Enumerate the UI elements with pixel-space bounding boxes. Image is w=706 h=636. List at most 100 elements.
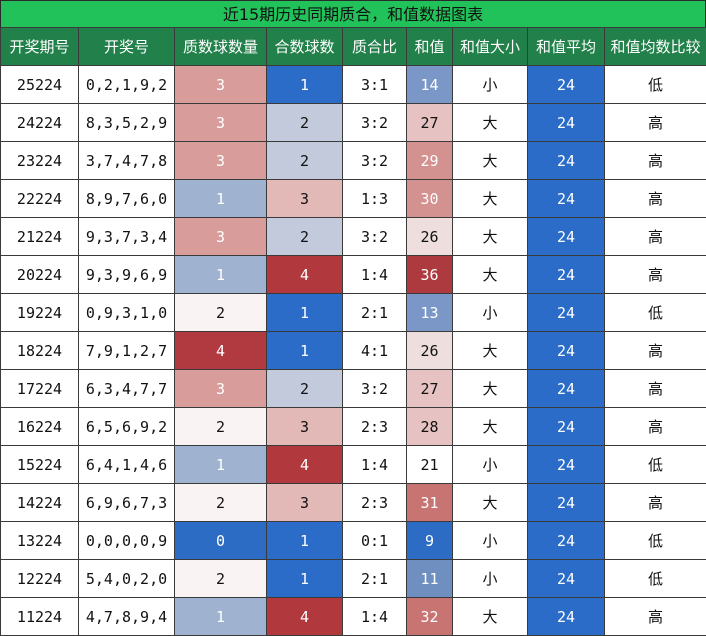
cell-ratio: 1:4	[342, 255, 407, 294]
cell-composite-count: 2	[266, 103, 343, 142]
cell-composite-count: 4	[266, 597, 343, 636]
table-row: 11224 4,7,8,9,4 1 4 1:4 32 大 24 高	[0, 597, 706, 636]
cell-ratio: 1:4	[342, 445, 407, 484]
cell-ratio: 2:3	[342, 483, 407, 522]
cell-sum: 13	[406, 293, 453, 332]
table-title: 近15期历史同期质合，和值数据图表	[0, 0, 706, 27]
cell-sum-avg: 24	[527, 103, 605, 142]
cell-prime-count: 0	[174, 521, 267, 560]
cell-composite-count: 4	[266, 445, 343, 484]
cell-avg-compare: 高	[604, 331, 706, 370]
cell-ratio: 3:2	[342, 141, 407, 180]
cell-sum-size: 小	[452, 521, 528, 560]
cell-sum: 9	[406, 521, 453, 560]
cell-ratio: 3:2	[342, 369, 407, 408]
cell-sum-size: 大	[452, 369, 528, 408]
cell-avg-compare: 高	[604, 369, 706, 408]
cell-sum: 27	[406, 369, 453, 408]
cell-sum-size: 小	[452, 445, 528, 484]
cell-numbers: 6,5,6,9,2	[78, 407, 175, 446]
cell-sum: 29	[406, 141, 453, 180]
cell-numbers: 8,9,7,6,0	[78, 179, 175, 218]
cell-prime-count: 1	[174, 445, 267, 484]
cell-numbers: 6,4,1,4,6	[78, 445, 175, 484]
cell-avg-compare: 高	[604, 141, 706, 180]
table-row: 18224 7,9,1,2,7 4 1 4:1 26 大 24 高	[0, 331, 706, 370]
col-header-sum-avg: 和值平均	[527, 27, 605, 66]
cell-sum-avg: 24	[527, 331, 605, 370]
cell-sum: 31	[406, 483, 453, 522]
table-row: 16224 6,5,6,9,2 2 3 2:3 28 大 24 高	[0, 407, 706, 446]
cell-sum-size: 大	[452, 255, 528, 294]
cell-prime-count: 2	[174, 559, 267, 598]
cell-ratio: 3:2	[342, 217, 407, 256]
cell-numbers: 9,3,9,6,9	[78, 255, 175, 294]
col-header-ratio: 质合比	[342, 27, 407, 66]
cell-period: 22224	[0, 179, 79, 218]
cell-prime-count: 1	[174, 597, 267, 636]
cell-sum-avg: 24	[527, 369, 605, 408]
cell-avg-compare: 高	[604, 597, 706, 636]
cell-prime-count: 1	[174, 179, 267, 218]
cell-period: 23224	[0, 141, 79, 180]
cell-numbers: 6,3,4,7,7	[78, 369, 175, 408]
table-row: 23224 3,7,4,7,8 3 2 3:2 29 大 24 高	[0, 141, 706, 180]
cell-numbers: 0,9,3,1,0	[78, 293, 175, 332]
cell-period: 15224	[0, 445, 79, 484]
cell-sum-size: 大	[452, 103, 528, 142]
cell-prime-count: 3	[174, 103, 267, 142]
cell-sum: 30	[406, 179, 453, 218]
cell-sum-avg: 24	[527, 521, 605, 560]
col-header-sum: 和值	[406, 27, 453, 66]
cell-period: 14224	[0, 483, 79, 522]
cell-numbers: 0,2,1,9,2	[78, 65, 175, 104]
cell-numbers: 3,7,4,7,8	[78, 141, 175, 180]
cell-sum-avg: 24	[527, 559, 605, 598]
cell-composite-count: 2	[266, 369, 343, 408]
table-row: 14224 6,9,6,7,3 2 3 2:3 31 大 24 高	[0, 483, 706, 522]
cell-sum-avg: 24	[527, 217, 605, 256]
cell-ratio: 0:1	[342, 521, 407, 560]
cell-avg-compare: 高	[604, 179, 706, 218]
table-row: 22224 8,9,7,6,0 1 3 1:3 30 大 24 高	[0, 179, 706, 218]
cell-composite-count: 4	[266, 255, 343, 294]
cell-sum: 27	[406, 103, 453, 142]
cell-sum-size: 大	[452, 179, 528, 218]
cell-sum: 26	[406, 217, 453, 256]
cell-sum-size: 大	[452, 483, 528, 522]
cell-ratio: 2:1	[342, 559, 407, 598]
cell-numbers: 4,7,8,9,4	[78, 597, 175, 636]
table-row: 19224 0,9,3,1,0 2 1 2:1 13 小 24 低	[0, 293, 706, 332]
cell-sum-size: 大	[452, 141, 528, 180]
cell-sum-avg: 24	[527, 445, 605, 484]
cell-sum: 21	[406, 445, 453, 484]
cell-sum: 26	[406, 331, 453, 370]
cell-avg-compare: 低	[604, 521, 706, 560]
cell-numbers: 6,9,6,7,3	[78, 483, 175, 522]
cell-prime-count: 2	[174, 483, 267, 522]
table-row: 15224 6,4,1,4,6 1 4 1:4 21 小 24 低	[0, 445, 706, 484]
cell-period: 11224	[0, 597, 79, 636]
cell-sum-size: 小	[452, 65, 528, 104]
cell-sum: 36	[406, 255, 453, 294]
cell-avg-compare: 低	[604, 293, 706, 332]
cell-avg-compare: 低	[604, 65, 706, 104]
cell-composite-count: 1	[266, 65, 343, 104]
col-header-prime-count: 质数球数量	[174, 27, 267, 66]
cell-sum-avg: 24	[527, 407, 605, 446]
cell-sum: 28	[406, 407, 453, 446]
cell-numbers: 5,4,0,2,0	[78, 559, 175, 598]
cell-sum-avg: 24	[527, 483, 605, 522]
table-row: 25224 0,2,1,9,2 3 1 3:1 14 小 24 低	[0, 65, 706, 104]
cell-sum-avg: 24	[527, 597, 605, 636]
cell-avg-compare: 高	[604, 255, 706, 294]
cell-prime-count: 1	[174, 255, 267, 294]
cell-sum-size: 小	[452, 293, 528, 332]
cell-sum-size: 大	[452, 407, 528, 446]
cell-ratio: 3:1	[342, 65, 407, 104]
cell-ratio: 3:2	[342, 103, 407, 142]
cell-numbers: 8,3,5,2,9	[78, 103, 175, 142]
table-row: 12224 5,4,0,2,0 2 1 2:1 11 小 24 低	[0, 559, 706, 598]
cell-period: 12224	[0, 559, 79, 598]
cell-period: 25224	[0, 65, 79, 104]
